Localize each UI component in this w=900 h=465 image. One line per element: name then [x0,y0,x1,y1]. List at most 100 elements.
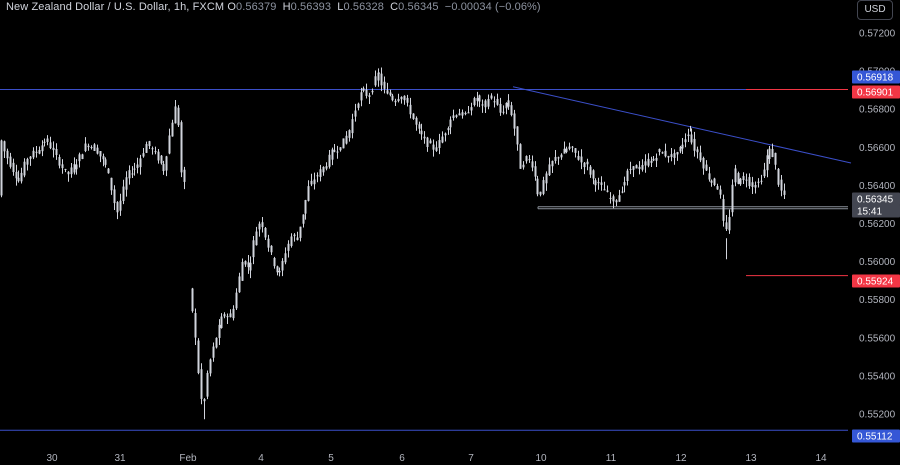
candle-body [110,177,113,191]
candle-body [394,100,397,103]
candle-body [606,190,609,192]
candle-body [226,316,229,318]
candle-body [287,243,290,251]
candle-body [374,76,377,86]
candle-body [412,113,415,119]
low-value: 0.56328 [343,1,384,13]
price-label-text: 0.56918 [857,73,894,84]
candle-body [200,369,203,399]
candle-body [122,186,125,201]
candle-body [247,262,250,268]
candle-body [133,168,136,170]
candle-body [244,261,247,265]
candle-body [162,163,165,172]
y-tick-label: 0.56200 [859,219,896,230]
candle-body [87,145,90,148]
candle-body [751,182,754,187]
candle-body [609,197,612,199]
x-tick-label: Feb [179,453,197,464]
candle-body [81,154,84,160]
candle-body [107,168,110,174]
candle-body [322,166,325,173]
candle-body [362,88,365,91]
candle-body [307,186,310,201]
candle-body [780,179,783,191]
candle-body [560,154,563,158]
candle-body [168,135,171,154]
candle-body [75,164,78,170]
candle-body [67,171,70,175]
candle-body [600,182,603,185]
candle-body [594,180,597,186]
candle-body [281,260,284,271]
candle-body [46,138,49,142]
candle-body [389,92,392,96]
candle-body [235,292,238,309]
candle-body [623,182,626,186]
candle-body [432,144,435,150]
candle-body [223,314,226,317]
symbol-title: New Zealand Dollar / U.S. Dollar, 1h, FX… [6,1,225,13]
price-label-box [852,204,900,218]
candle-body [734,168,737,183]
candle-body [615,200,618,203]
candle-body [679,146,682,152]
candle-body [365,89,368,96]
y-tick-label: 0.55600 [859,333,896,344]
candle-body [9,156,12,167]
candle-body [316,175,319,177]
candle-body [435,147,438,151]
candle-body [191,288,194,312]
currency-button[interactable]: USD [857,0,893,20]
candle-body [15,171,18,179]
candle-body [650,160,653,163]
candle-body [136,164,139,168]
candle-body [397,98,400,102]
candle-body [415,117,418,125]
candle-body [290,236,293,246]
candle-body [165,156,168,171]
open-value: 0.56379 [235,1,277,13]
close-label: C [390,1,399,13]
candle-body [444,133,447,136]
candle-body [383,81,386,89]
candle-body [270,245,273,253]
candle-body [635,165,638,169]
candle-body [505,102,508,109]
candle-body [26,158,29,165]
y-tick-label: 0.55200 [859,410,896,421]
candle-body [771,149,774,158]
candle-body [557,157,560,159]
price-label-box [852,85,900,99]
candle-body [670,154,673,158]
candle-body [371,90,374,93]
candle-body [142,153,145,157]
candle-body [197,340,200,374]
candle-body [621,191,624,193]
candle-body [597,182,600,184]
high-label: H [282,1,291,13]
candle-body [345,135,348,144]
low-label: L [337,1,344,13]
candle-body [603,189,606,191]
candle-body [429,140,432,144]
candle-body [249,262,252,271]
candle-body [516,126,519,145]
candle-body [43,141,46,143]
candle-body [380,73,383,86]
candle-body [478,95,481,102]
chart-legend: New Zealand Dollar / U.S. Dollar, 1h, FX… [6,1,541,13]
candle-body [589,166,592,175]
candle-body [61,164,64,169]
candle-body [403,95,406,101]
candle-body [73,164,76,173]
candle-body [748,177,751,187]
candle-body [418,124,421,129]
candle-body [563,148,566,154]
candle-body [655,157,658,161]
candle-body [261,222,264,228]
candle-body [774,152,777,165]
candle-body [400,96,403,100]
candle-body [652,158,655,161]
